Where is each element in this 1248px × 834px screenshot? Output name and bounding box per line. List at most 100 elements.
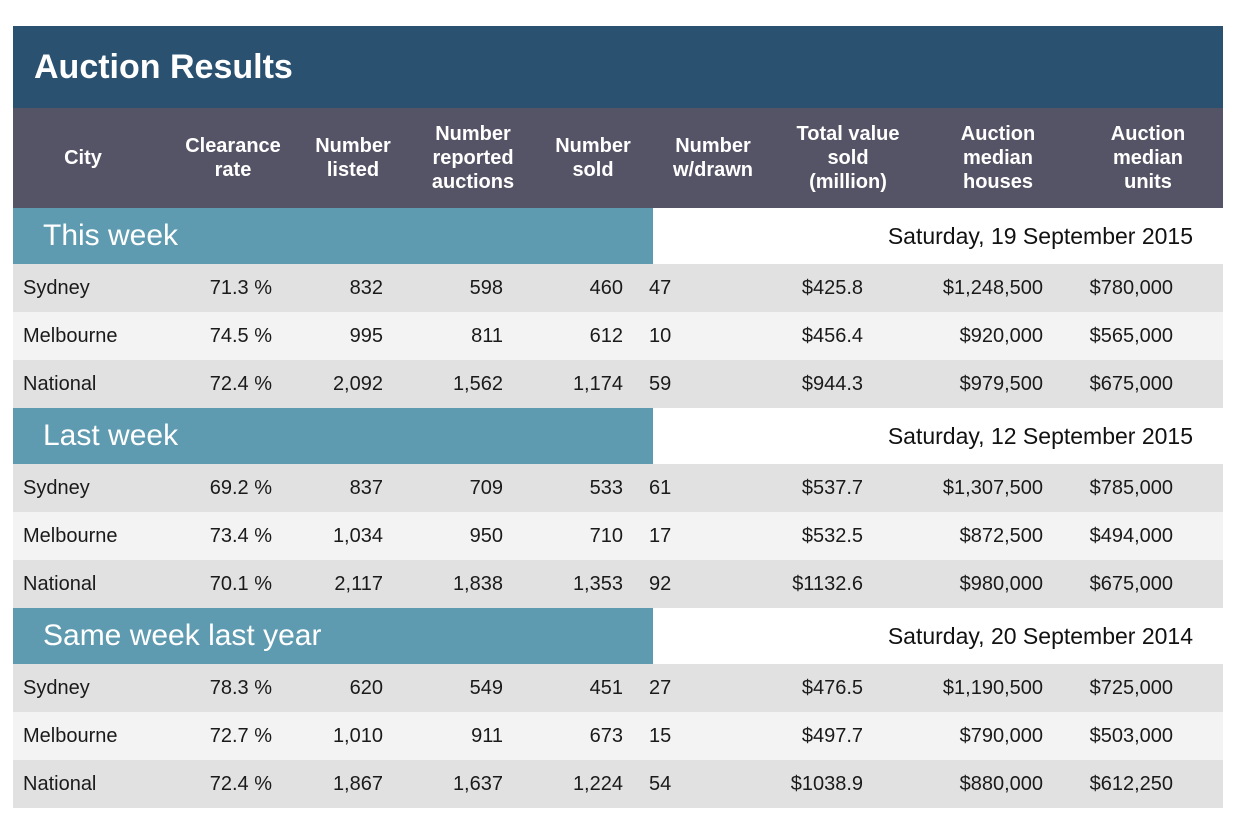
header-number-listed: Number listed <box>315 135 391 181</box>
cell-clearance-rate: 74.5 % <box>209 324 272 347</box>
table-row: National 72.4 % 1,867 1,637 1,224 54 $1038.9 $8… <box>13 760 1223 808</box>
cell-number-sold: 673 <box>589 724 623 747</box>
cell-number-withdrawn: 27 <box>649 676 672 699</box>
cell-number-reported-auctions: 709 <box>469 476 503 499</box>
cell-city: Sydney <box>23 476 90 499</box>
cell-number-listed: 620 <box>349 676 383 699</box>
cell-clearance-rate: 72.4 % <box>209 772 272 795</box>
cell-city: Sydney <box>23 676 90 699</box>
header-clearance-rate: Clearance rate <box>185 135 281 181</box>
cell-clearance-rate: 72.7 % <box>209 724 272 747</box>
cell-number-listed: 1,034 <box>332 524 383 547</box>
cell-number-reported-auctions: 811 <box>471 324 503 347</box>
section-header: Same week last year Saturday, 20 Septembe… <box>13 608 1223 664</box>
cell-total-value-sold: $532.5 <box>801 524 863 547</box>
cell-median-houses: $980,000 <box>959 572 1043 595</box>
cell-number-withdrawn: 47 <box>649 276 672 299</box>
table-row: Melbourne 74.5 % 995 811 612 10 $456.4 $920,000… <box>13 312 1223 360</box>
cell-median-units: $612,250 <box>1089 772 1173 795</box>
table-body: This week Saturday, 19 September 2015 Sydn… <box>13 208 1223 808</box>
table-row: Melbourne 73.4 % 1,034 950 710 17 $532.5 $872,5… <box>13 512 1223 560</box>
cell-median-units: $675,000 <box>1089 572 1173 595</box>
cell-total-value-sold: $476.5 <box>801 676 863 699</box>
section-label: Last week <box>13 408 653 464</box>
table-row: National 70.1 % 2,117 1,838 1,353 92 $1132.6 $9… <box>13 560 1223 608</box>
section-date: Saturday, 19 September 2015 <box>887 222 1193 249</box>
cell-total-value-sold: $1132.6 <box>792 572 863 595</box>
cell-number-listed: 2,092 <box>332 372 383 395</box>
cell-median-houses: $880,000 <box>959 772 1043 795</box>
cell-number-listed: 832 <box>349 276 383 299</box>
cell-number-withdrawn: 15 <box>649 724 672 747</box>
cell-number-withdrawn: 10 <box>649 324 672 347</box>
section-date: Saturday, 12 September 2015 <box>887 422 1193 449</box>
cell-number-sold: 460 <box>589 276 623 299</box>
header-auction-median-units: Auction median units <box>1110 123 1186 193</box>
cell-number-reported-auctions: 1,637 <box>452 772 503 795</box>
header-auction-median-houses: Auction median houses <box>960 123 1036 193</box>
cell-number-reported-auctions: 950 <box>469 524 503 547</box>
cell-number-withdrawn: 54 <box>649 772 672 795</box>
cell-clearance-rate: 69.2 % <box>209 476 272 499</box>
cell-number-reported-auctions: 549 <box>469 676 503 699</box>
cell-median-houses: $1,248,500 <box>942 276 1043 299</box>
section-header: This week Saturday, 19 September 2015 <box>13 208 1223 264</box>
cell-total-value-sold: $537.7 <box>801 476 863 499</box>
cell-median-units: $785,000 <box>1089 476 1173 499</box>
cell-number-sold: 612 <box>589 324 623 347</box>
cell-number-sold: 710 <box>589 524 623 547</box>
column-header-row: City Clearance rate Number listed Number… <box>13 108 1223 208</box>
cell-clearance-rate: 78.3 % <box>209 676 272 699</box>
table-title: Auction Results <box>13 26 1223 108</box>
table-row: Sydney 78.3 % 620 549 451 27 $476.5 $1,190,500 $… <box>13 664 1223 712</box>
auction-results-table: Auction Results City Clearance rate Numb… <box>13 26 1223 808</box>
cell-number-reported-auctions: 1,838 <box>452 572 503 595</box>
cell-city: National <box>23 772 97 795</box>
section-label: This week <box>13 208 653 264</box>
cell-number-reported-auctions: 598 <box>469 276 503 299</box>
cell-median-units: $565,000 <box>1089 324 1173 347</box>
cell-median-houses: $920,000 <box>959 324 1043 347</box>
cell-median-units: $494,000 <box>1089 524 1173 547</box>
cell-clearance-rate: 72.4 % <box>209 372 272 395</box>
cell-clearance-rate: 73.4 % <box>209 524 272 547</box>
cell-number-listed: 837 <box>349 476 383 499</box>
cell-number-reported-auctions: 911 <box>471 724 503 747</box>
table-row: Melbourne 72.7 % 1,010 911 673 15 $497.7 $790,0… <box>13 712 1223 760</box>
section-label: Same week last year <box>13 608 653 664</box>
cell-median-units: $725,000 <box>1089 676 1173 699</box>
header-number-reported-auctions: Number reported auctions <box>431 123 515 193</box>
cell-clearance-rate: 70.1 % <box>209 572 272 595</box>
cell-number-sold: 1,174 <box>572 372 623 395</box>
cell-total-value-sold: $497.7 <box>801 724 863 747</box>
cell-median-units: $503,000 <box>1089 724 1173 747</box>
table-row: Sydney 71.3 % 832 598 460 47 $425.8 $1,248,500 $… <box>13 264 1223 312</box>
cell-total-value-sold: $456.4 <box>801 324 863 347</box>
cell-city: National <box>23 372 97 395</box>
cell-number-sold: 451 <box>589 676 623 699</box>
header-total-value-sold: Total value sold (million) <box>796 123 900 193</box>
cell-median-houses: $872,500 <box>959 524 1043 547</box>
cell-total-value-sold: $1038.9 <box>790 772 863 795</box>
cell-city: Sydney <box>23 276 90 299</box>
cell-number-withdrawn: 61 <box>649 476 672 499</box>
cell-median-houses: $1,190,500 <box>942 676 1043 699</box>
cell-median-units: $780,000 <box>1089 276 1173 299</box>
cell-median-houses: $979,500 <box>959 372 1043 395</box>
cell-total-value-sold: $425.8 <box>801 276 863 299</box>
cell-number-sold: 1,353 <box>572 572 623 595</box>
cell-number-withdrawn: 59 <box>649 372 672 395</box>
header-city: City <box>64 147 102 169</box>
cell-number-listed: 995 <box>349 324 383 347</box>
cell-number-withdrawn: 92 <box>649 572 672 595</box>
cell-city: Melbourne <box>23 524 118 547</box>
cell-median-units: $675,000 <box>1089 372 1173 395</box>
cell-number-withdrawn: 17 <box>649 524 672 547</box>
cell-total-value-sold: $944.3 <box>801 372 863 395</box>
cell-clearance-rate: 71.3 % <box>209 276 272 299</box>
header-number-withdrawn: Number w/drawn <box>672 135 753 181</box>
section-date: Saturday, 20 September 2014 <box>887 622 1193 649</box>
cell-city: National <box>23 572 97 595</box>
cell-number-sold: 533 <box>589 476 623 499</box>
cell-city: Melbourne <box>23 724 118 747</box>
